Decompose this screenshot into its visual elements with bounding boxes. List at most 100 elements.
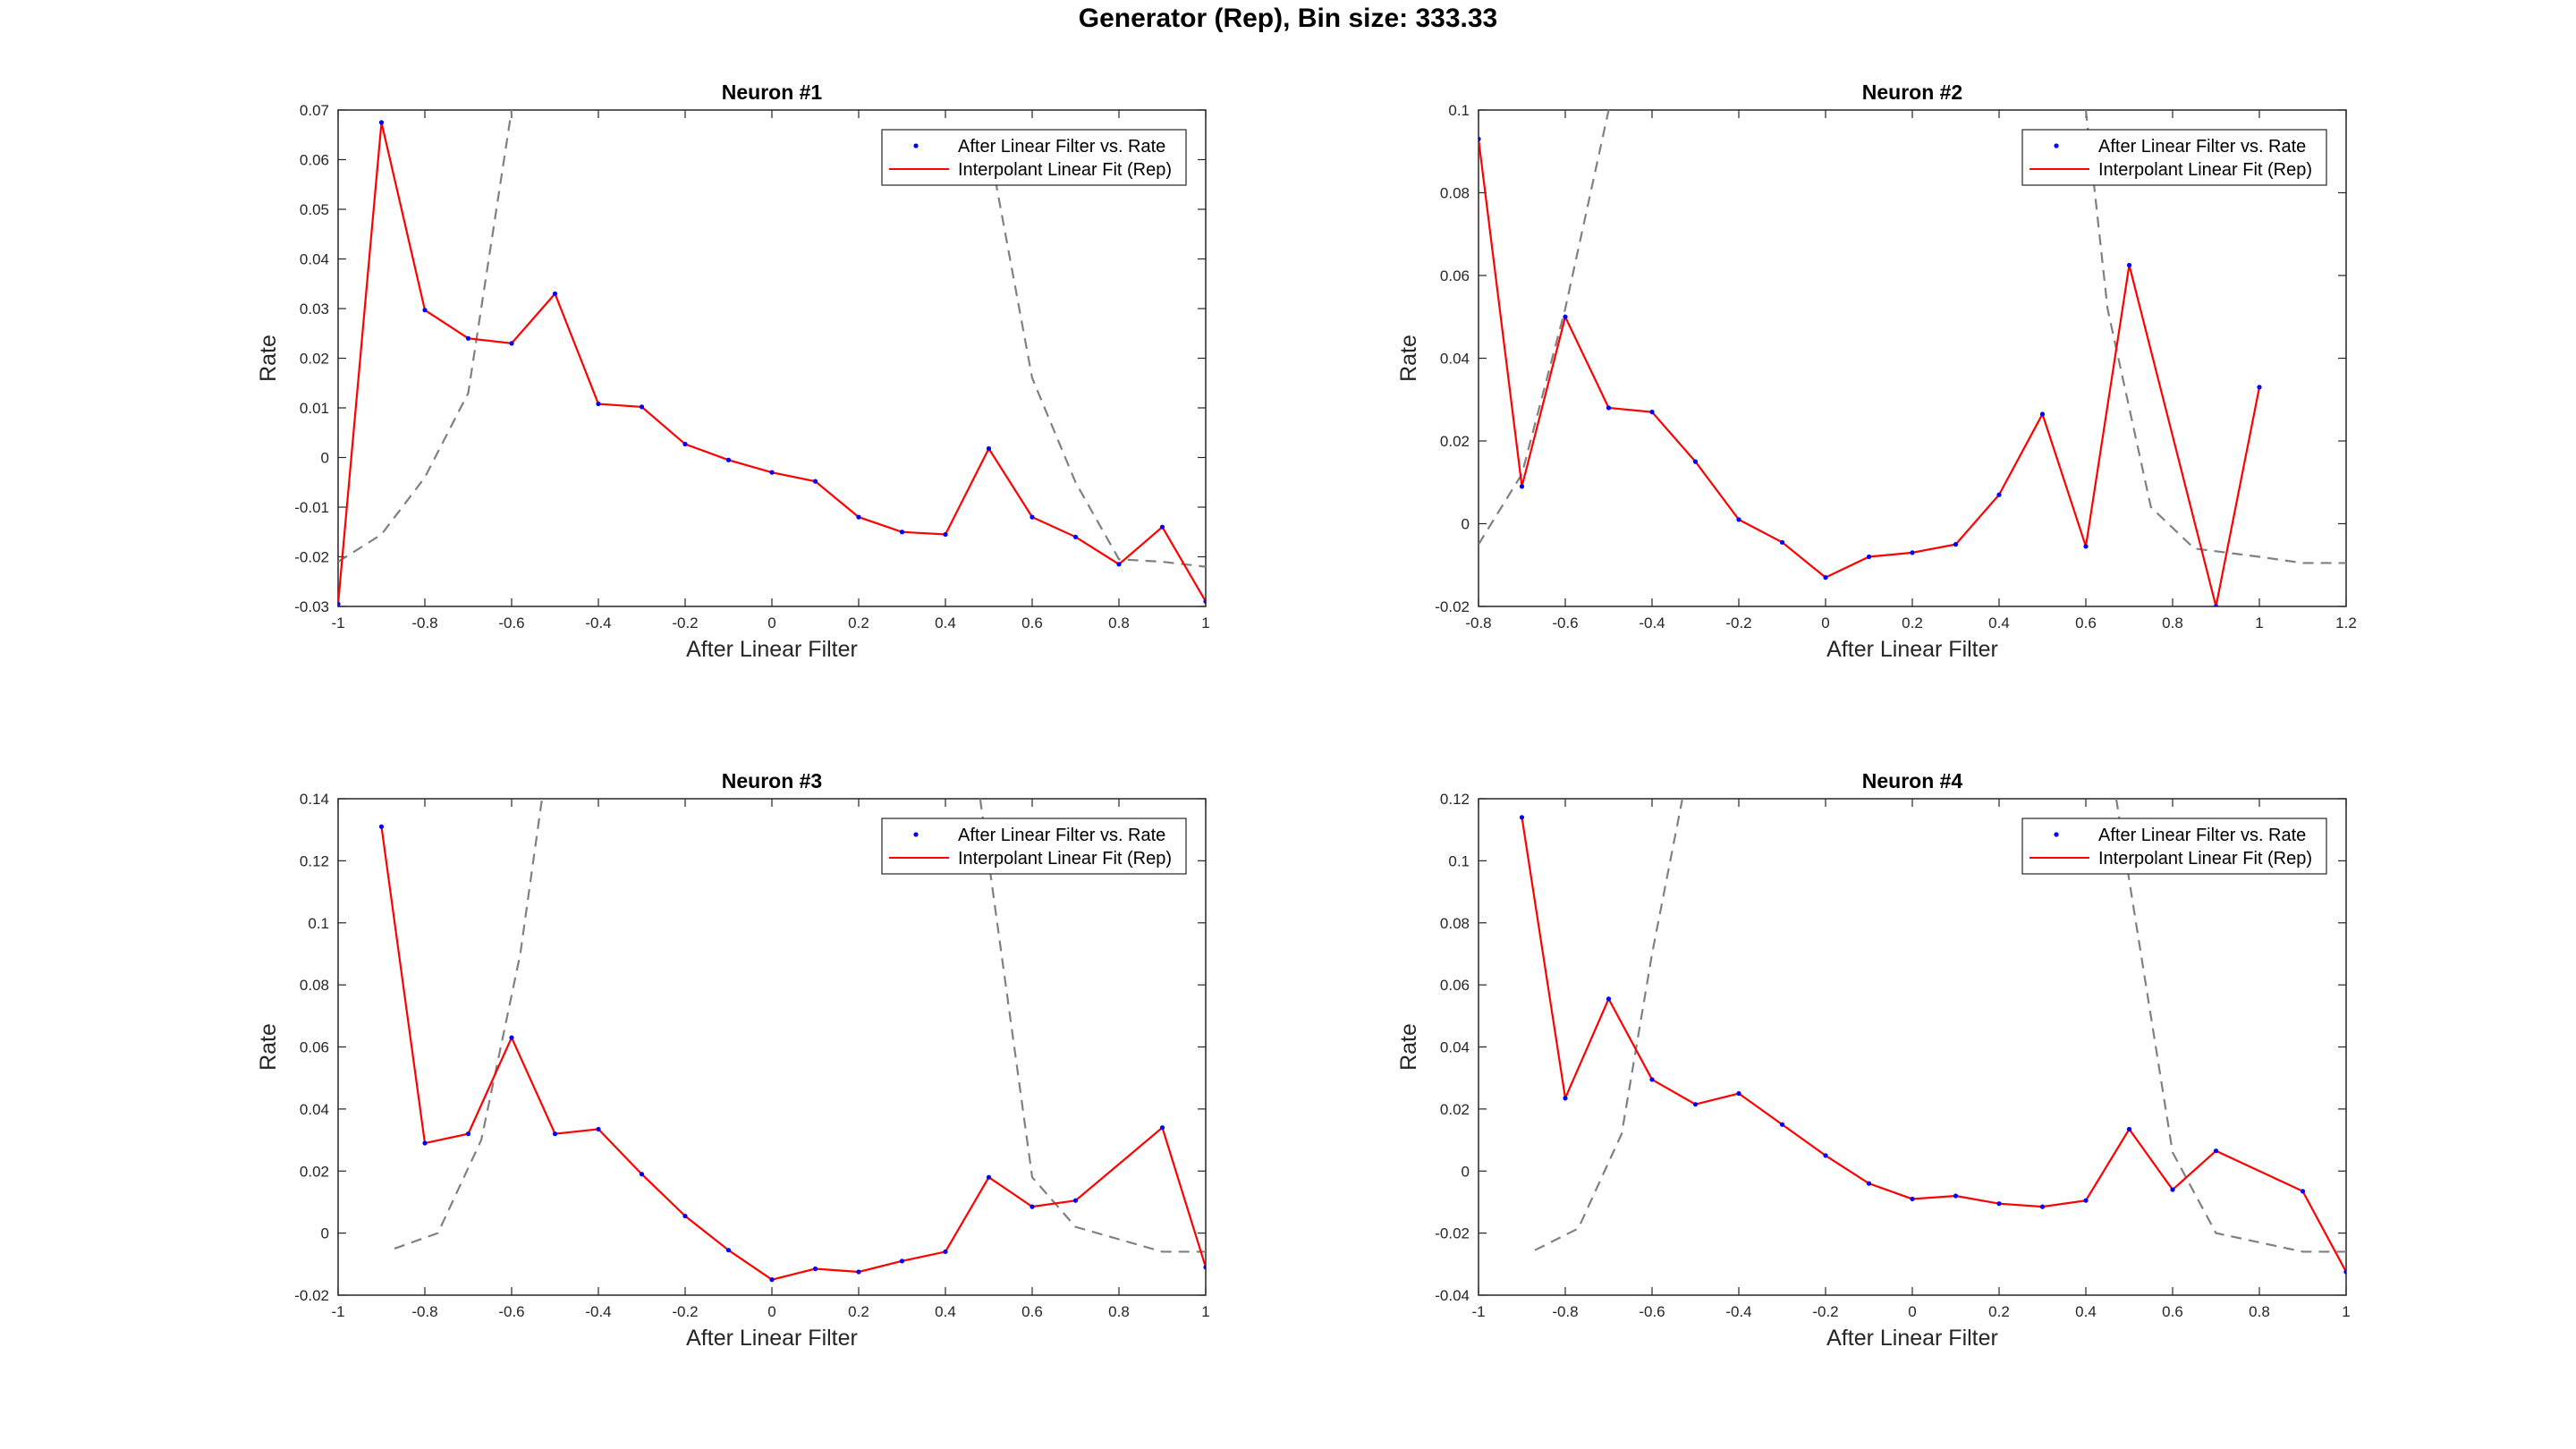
- data-point: [1692, 459, 1699, 464]
- data-point: [1072, 1198, 1079, 1203]
- x-tick-label: 0.2: [1902, 614, 1923, 631]
- y-tick-label: -0.02: [1435, 1225, 1470, 1242]
- data-point: [1649, 410, 1655, 415]
- x-tick-label: -0.6: [1639, 1303, 1665, 1320]
- data-point: [596, 1126, 601, 1132]
- legend-point-marker: [913, 143, 919, 148]
- data-point: [812, 1266, 818, 1272]
- x-tick-label: 1: [2342, 1303, 2350, 1320]
- x-tick-label: 0.4: [1988, 614, 2010, 631]
- data-point: [1072, 534, 1079, 539]
- x-tick-label: 0.2: [1988, 1303, 2010, 1320]
- y-tick-label: -0.03: [294, 598, 329, 615]
- data-point: [812, 479, 818, 484]
- legend: After Linear Filter vs. Rate Interpolant …: [881, 818, 1187, 875]
- data-point: [2039, 1204, 2046, 1209]
- x-tick-label: -0.2: [1725, 614, 1751, 631]
- fit-line: [1479, 139, 2261, 606]
- data-point: [1823, 1153, 1828, 1158]
- data-point: [2126, 262, 2132, 268]
- dashed-curve: [394, 799, 544, 1250]
- data-point: [1866, 554, 1872, 560]
- dashed-curve: [979, 799, 1206, 1253]
- dashed-curve: [2114, 799, 2346, 1253]
- data-point: [1779, 1122, 1785, 1127]
- y-tick-label: 0.04: [1440, 351, 1470, 368]
- plot-area: [1479, 110, 2346, 606]
- legend-label-points: After Linear Filter vs. Rate: [958, 137, 1165, 157]
- y-tick-label: 0.12: [1440, 791, 1470, 808]
- data-point: [899, 1258, 905, 1264]
- x-tick-label: 0.2: [848, 1303, 869, 1320]
- x-tick-label: -1: [331, 1303, 344, 1320]
- y-axis-label: Rate: [256, 335, 281, 382]
- y-tick-label: 0: [321, 1225, 329, 1242]
- data-point: [682, 441, 688, 447]
- y-tick-label: -0.02: [294, 549, 329, 566]
- data-point: [2083, 544, 2089, 549]
- x-tick-label: -0.8: [1465, 614, 1491, 631]
- data-point: [552, 1131, 558, 1137]
- data-point: [422, 308, 428, 313]
- legend: After Linear Filter vs. Rate Interpolant …: [2021, 129, 2327, 186]
- plot-area: [378, 799, 1206, 1283]
- legend-label-points: After Linear Filter vs. Rate: [2098, 826, 2306, 845]
- data-point: [1736, 517, 1741, 522]
- plot-area: [338, 110, 1206, 606]
- x-tick-label: 0.2: [848, 614, 869, 631]
- dashed-curve: [338, 110, 513, 563]
- data-point: [2343, 1269, 2346, 1275]
- y-tick-label: 0: [1462, 516, 1470, 533]
- x-tick-label: -0.8: [411, 614, 437, 631]
- x-tick-label: -0.6: [498, 1303, 524, 1320]
- data-point: [378, 824, 385, 829]
- neuron-1-plot: Neuron #1 -1 -0.8 -0.6 -0.4 -0.2 0 0.2 0.4 0.6 0.8…: [256, 80, 1210, 662]
- data-point: [1519, 815, 1525, 820]
- legend: After Linear Filter vs. Rate Interpolant …: [881, 129, 1187, 186]
- x-tick-label: -0.8: [411, 1303, 437, 1320]
- y-tick-label: 0.12: [300, 852, 329, 869]
- x-axis-label: After Linear Filter: [686, 637, 858, 662]
- x-tick-label: -0.4: [585, 614, 611, 631]
- x-tick-label: 0.6: [1021, 614, 1043, 631]
- x-tick-label: 0.6: [2162, 1303, 2183, 1320]
- x-tick-label: -1: [1471, 1303, 1485, 1320]
- data-point: [2213, 604, 2219, 606]
- legend-label-fit: Interpolant Linear Fit (Rep): [958, 849, 1172, 869]
- axes-box: [337, 798, 1207, 1296]
- y-tick-label: 0.02: [300, 1163, 329, 1180]
- y-tick-label: 0.05: [300, 201, 329, 218]
- data-point: [1736, 1090, 1741, 1097]
- x-tick-label: 1: [1201, 614, 1209, 631]
- data-point: [769, 1277, 775, 1283]
- legend-box: [2021, 129, 2327, 186]
- data-point: [552, 291, 558, 296]
- data-point: [856, 514, 861, 520]
- y-tick-label: 0.02: [300, 351, 329, 368]
- data-point: [2300, 1189, 2306, 1194]
- x-tick-label: 0: [767, 1303, 775, 1320]
- data-point: [2039, 411, 2046, 417]
- data-point: [725, 1248, 732, 1253]
- data-point: [639, 404, 645, 410]
- y-tick-label: 0.04: [300, 1101, 329, 1118]
- data-point: [1953, 1193, 1959, 1199]
- data-point: [986, 445, 992, 452]
- panel-title: Neuron #4: [1862, 769, 1963, 792]
- data-point: [1606, 996, 1612, 1002]
- x-tick-label: -0.2: [672, 614, 698, 631]
- x-tick-label: -0.2: [672, 1303, 698, 1320]
- data-point: [1996, 1201, 2002, 1207]
- dashed-curve: [1479, 110, 1610, 546]
- y-tick-label: 0.02: [1440, 433, 1470, 450]
- data-point: [596, 401, 601, 407]
- axes-box: [337, 109, 1207, 607]
- y-tick-label: 0.08: [1440, 185, 1470, 202]
- data-point: [1649, 1077, 1655, 1082]
- data-point: [856, 1269, 861, 1275]
- y-axis-label: Rate: [1396, 1023, 1421, 1071]
- data-point: [422, 1140, 428, 1146]
- data-point: [1823, 575, 1828, 580]
- x-tick-label: -0.4: [1639, 614, 1665, 631]
- panel-title: Neuron #1: [722, 80, 823, 104]
